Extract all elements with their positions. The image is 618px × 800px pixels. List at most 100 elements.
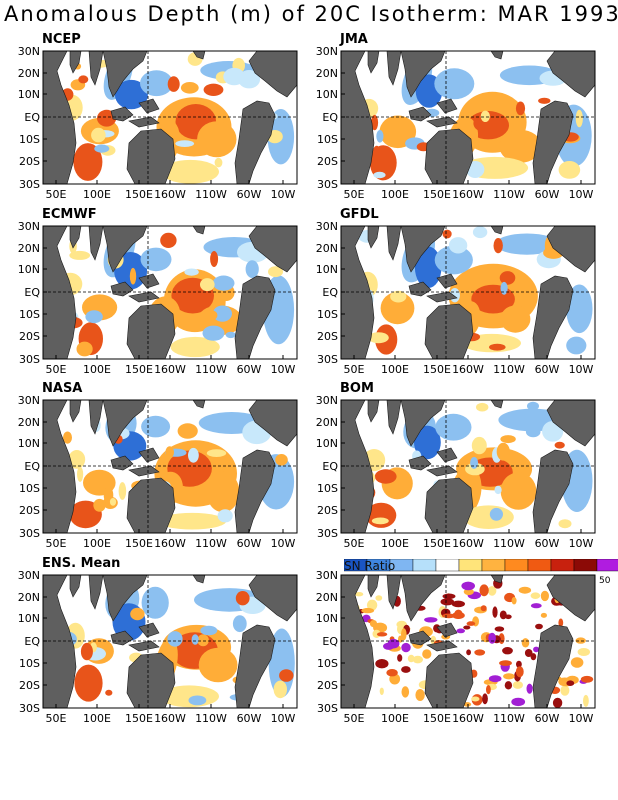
landmass	[248, 51, 297, 98]
landmass	[424, 303, 474, 359]
anomaly-region	[472, 226, 488, 239]
sn-region	[372, 629, 381, 638]
anomaly-region	[167, 76, 180, 92]
anomaly-region	[94, 144, 110, 153]
lat-tick-label: 10N	[18, 263, 40, 276]
sn-region	[386, 669, 398, 677]
anomaly-region	[188, 447, 199, 463]
sn-region	[379, 687, 384, 695]
landmass	[400, 51, 446, 98]
lon-tick-label: 100E	[381, 188, 409, 201]
lon-tick-label: 150E	[125, 363, 153, 376]
lon-tick-label: 50E	[344, 537, 365, 550]
lon-tick-label: 60W	[535, 188, 560, 201]
anomaly-region	[245, 260, 259, 278]
anomaly-region	[500, 281, 508, 295]
sn-region	[526, 683, 533, 694]
lat-tick-label: 30S	[19, 702, 40, 715]
lat-tick-label: EQ	[322, 286, 338, 299]
lon-tick-label: 100E	[83, 537, 111, 550]
anomaly-region	[76, 341, 93, 357]
sn-region	[401, 666, 411, 673]
landmass	[490, 51, 504, 60]
panel-jma: JMA 30N 20N 10N EQ 10S 20S 30S 50E 100E 150E 160W 1…	[298, 32, 598, 207]
lat-tick-label: 20N	[18, 242, 40, 255]
anomaly-region	[141, 415, 171, 438]
landmass	[234, 275, 276, 359]
lon-tick-label: 100E	[381, 537, 409, 550]
landmass	[400, 400, 446, 447]
sn-region	[461, 581, 475, 591]
sn-region	[524, 649, 533, 657]
anomaly-region	[515, 101, 526, 116]
sn-ratio-map: 30N 20N 10N EQ 10S 20S 30S 50E 100E 150E 160W 110W 6…	[316, 569, 596, 725]
lat-tick-label: 10N	[18, 437, 40, 450]
anomaly-region	[480, 110, 490, 122]
legend-swatch	[435, 559, 460, 572]
lat-tick-label: 10N	[316, 263, 338, 276]
landmass	[69, 575, 82, 598]
anomaly-region	[197, 634, 209, 647]
lon-tick-label: 10W	[271, 188, 296, 201]
landmass	[341, 51, 375, 184]
anomaly-region	[414, 246, 442, 289]
lon-tick-label: 60W	[237, 363, 262, 376]
lon-tick-label: 10W	[271, 363, 296, 376]
lat-tick-label: 10N	[18, 88, 40, 101]
sn-region	[479, 584, 489, 597]
sn-region	[454, 609, 463, 619]
anomaly-region	[515, 488, 535, 501]
landmass	[138, 447, 160, 463]
sn-region	[354, 592, 364, 597]
landmass	[424, 477, 474, 533]
landmass	[546, 51, 595, 98]
sn-region	[540, 590, 549, 602]
landmass	[110, 281, 134, 297]
anomaly-region	[471, 436, 487, 455]
anomaly-region	[93, 498, 106, 512]
anomaly-region	[538, 97, 551, 104]
sn-region	[558, 618, 564, 627]
lon-tick-label: 10W	[569, 712, 594, 725]
sn-region	[397, 654, 403, 662]
anomaly-region	[158, 512, 227, 530]
anomaly-region	[217, 509, 233, 523]
sn-region	[503, 673, 515, 680]
anomaly-region	[197, 121, 237, 158]
anomaly-region	[97, 109, 117, 127]
anomaly-region	[118, 482, 127, 500]
landmass	[234, 449, 276, 533]
anomaly-region	[74, 664, 103, 702]
lat-tick-label: 10N	[316, 88, 338, 101]
lat-tick-label: 10S	[19, 308, 40, 321]
lat-tick-label: EQ	[322, 635, 338, 648]
lat-tick-label: 10N	[18, 612, 40, 625]
panel-title: NASA	[42, 381, 83, 396]
lon-tick-label: 10W	[271, 712, 296, 725]
anomaly-region	[63, 431, 72, 444]
anomaly-region	[200, 278, 215, 292]
lat-tick-label: 30N	[18, 569, 40, 582]
lat-tick-label: 20N	[316, 591, 338, 604]
anomaly-region	[279, 669, 294, 682]
anomaly-region	[180, 82, 199, 94]
anomaly-region	[558, 519, 572, 529]
anomaly-region	[170, 336, 220, 358]
anomaly-region	[177, 423, 198, 439]
anomaly-region	[140, 247, 172, 272]
sn-region	[511, 597, 517, 605]
sn-region	[488, 632, 496, 644]
lon-tick-label: 50E	[46, 712, 67, 725]
landmass	[126, 128, 176, 184]
anomaly-region	[489, 343, 506, 351]
panel-title: NCEP	[42, 32, 81, 47]
lon-tick-label: 110W	[195, 537, 227, 550]
landmass	[138, 273, 160, 289]
anomaly-region	[489, 507, 503, 521]
sn-region	[570, 657, 584, 668]
anomaly-region	[542, 76, 565, 85]
landmass	[102, 51, 148, 98]
landmass	[426, 640, 458, 652]
sn-region	[494, 626, 505, 632]
anomaly-region	[434, 68, 475, 100]
